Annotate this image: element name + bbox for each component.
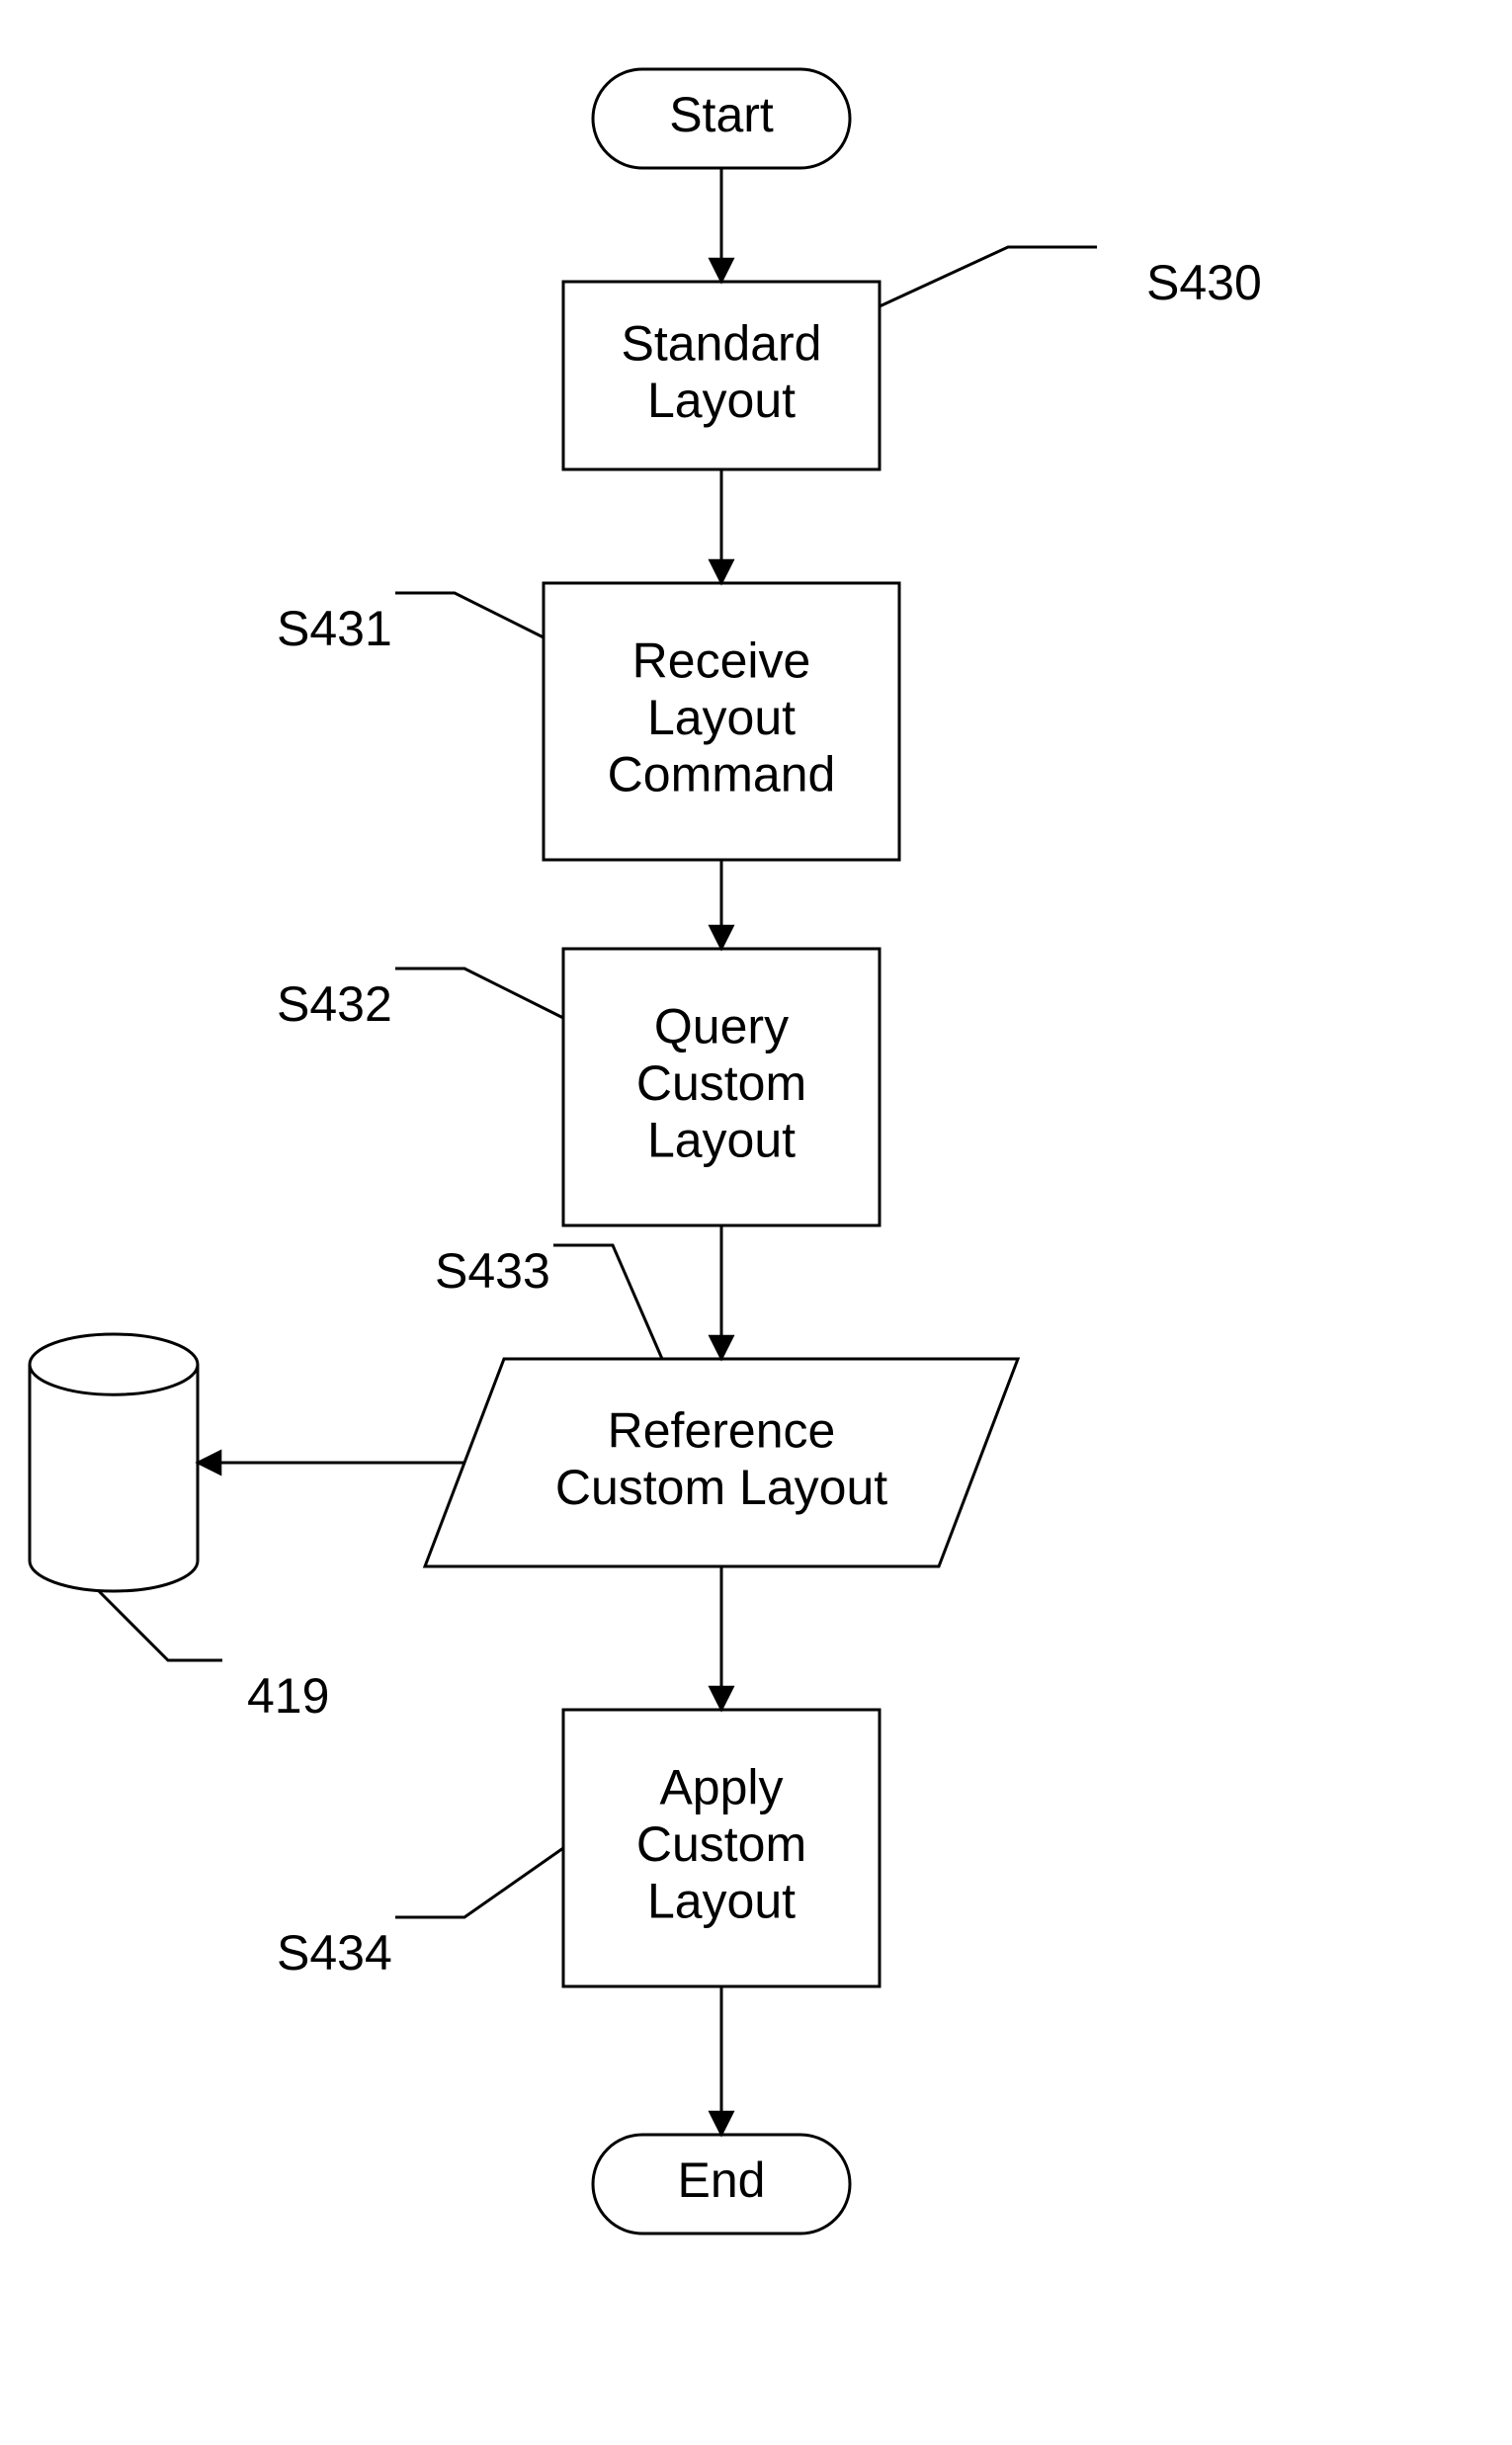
callout-leader-5 <box>395 1848 563 1917</box>
svg-text:Start: Start <box>669 87 774 142</box>
callout-leader-0 <box>880 247 1097 306</box>
callout-leader-1 <box>395 593 544 637</box>
callout-label-5: S434 <box>277 1925 392 1981</box>
svg-text:ReferenceCustom Layout: ReferenceCustom Layout <box>555 1402 887 1515</box>
callout-label-2: S432 <box>277 976 392 1032</box>
callout-label-1: S431 <box>277 601 392 656</box>
node-db <box>30 1334 198 1591</box>
callout-leader-3 <box>553 1245 662 1359</box>
svg-text:ReceiveLayoutCommand: ReceiveLayoutCommand <box>608 633 836 802</box>
callout-leader-2 <box>395 969 563 1018</box>
svg-text:End: End <box>678 2152 766 2208</box>
callout-label-4: 419 <box>247 1668 329 1724</box>
svg-text:ApplyCustomLayout: ApplyCustomLayout <box>636 1760 806 1929</box>
callout-label-0: S430 <box>1146 255 1262 310</box>
callout-label-3: S433 <box>435 1243 550 1299</box>
callout-leader-4 <box>99 1591 222 1660</box>
svg-text:StandardLayout: StandardLayout <box>622 315 822 428</box>
svg-text:QueryCustomLayout: QueryCustomLayout <box>636 999 806 1168</box>
